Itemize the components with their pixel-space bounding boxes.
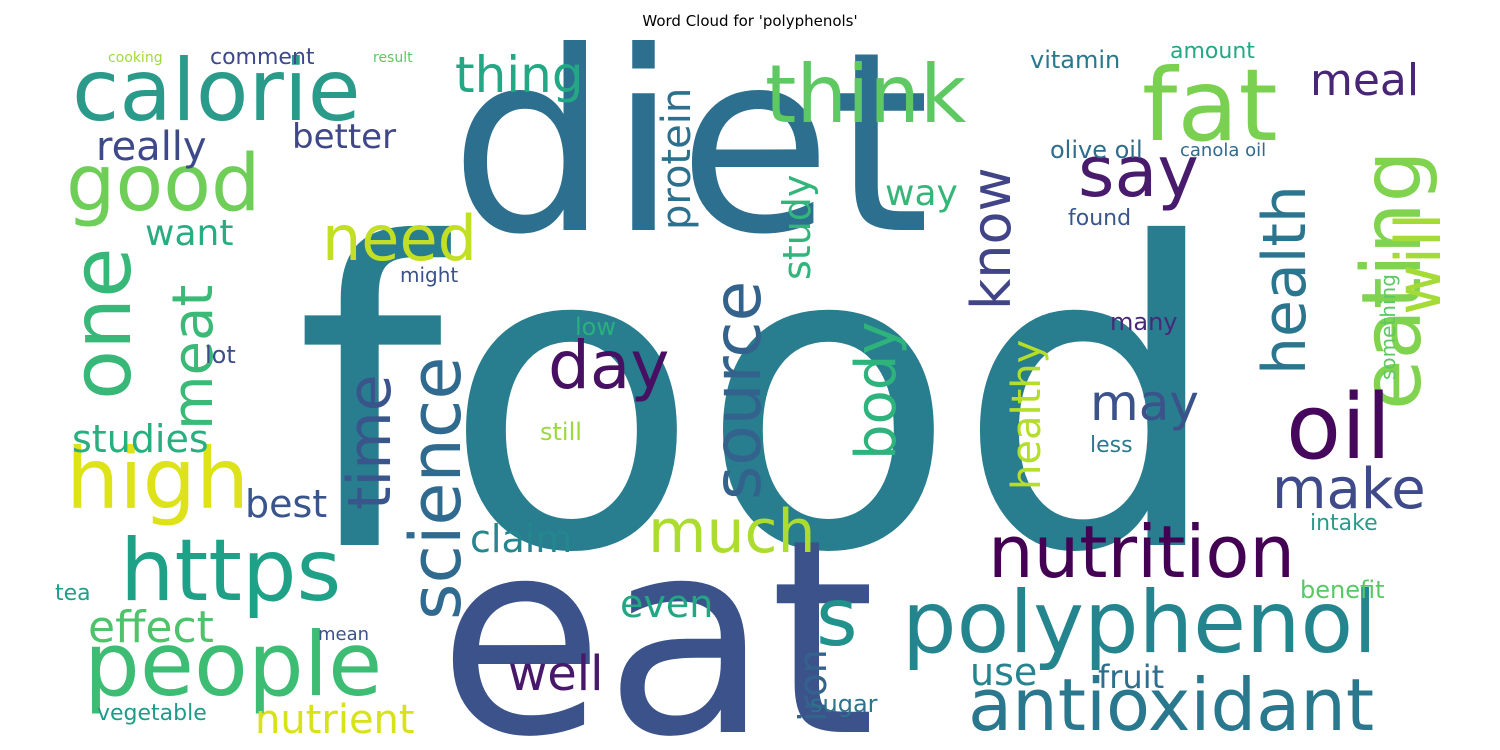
word-science: science <box>395 357 477 620</box>
word-diet: diet <box>450 0 930 289</box>
word-want: want <box>145 213 233 254</box>
word-effect: effect <box>88 602 214 653</box>
word-vegetable: vegetable <box>97 701 207 726</box>
word-olive-oil: olive oil <box>1050 136 1143 164</box>
word-time: time <box>335 374 405 510</box>
word-health: health <box>1250 185 1320 375</box>
word-comment: comment <box>210 45 315 70</box>
word-claim: claim <box>470 517 572 561</box>
word-one: one <box>55 247 150 400</box>
word-really: really <box>96 124 207 170</box>
word-eating: eating <box>1345 150 1440 410</box>
word-will: will <box>1382 213 1455 315</box>
word-nutrient: nutrient <box>255 697 415 743</box>
word-benefit: benefit <box>1300 576 1385 604</box>
word-best: best <box>245 482 327 526</box>
word-https: https <box>120 521 341 621</box>
word-much: much <box>648 497 816 567</box>
word-found: found <box>1068 206 1131 231</box>
word-something: something <box>1376 274 1400 380</box>
word-might: might <box>400 263 458 287</box>
word-healthy: healthy <box>1004 340 1050 490</box>
word-thing: thing <box>455 46 584 104</box>
word-fat: fat <box>1142 47 1278 164</box>
word-antioxidant: antioxidant <box>968 663 1374 747</box>
word-tea: tea <box>55 581 91 606</box>
word-calorie: calorie <box>72 41 361 141</box>
word-make: make <box>1272 457 1426 522</box>
word-source: source <box>699 281 776 500</box>
word-well: well <box>508 646 603 702</box>
word-canola-oil: canola oil <box>1180 140 1266 161</box>
word-think: think <box>765 48 967 141</box>
word-meal: meal <box>1310 55 1419 106</box>
word-people: people <box>84 613 382 716</box>
word-may: may <box>1090 374 1199 432</box>
figure-title: Word Cloud for 'polyphenols' <box>642 12 858 30</box>
word-meat: meat <box>161 285 226 430</box>
word-better: better <box>292 117 396 157</box>
word-body: body <box>844 322 909 461</box>
word-eat: eat <box>438 481 875 750</box>
word-polyphenol: polyphenol <box>902 573 1377 673</box>
word-amount: amount <box>1170 39 1255 64</box>
word-low: low <box>575 313 616 341</box>
word-mean: mean <box>318 624 369 645</box>
word-know: know <box>960 167 1023 310</box>
word-studies: studies <box>72 417 209 461</box>
word-nutrition: nutrition <box>988 510 1295 594</box>
word-study: study <box>775 175 819 280</box>
word-iron: iron <box>791 649 835 722</box>
word-even: even <box>620 582 713 626</box>
word-still: still <box>540 418 582 446</box>
word-lot: lot <box>205 341 236 369</box>
word-oil: oil <box>1286 375 1391 480</box>
word-say: say <box>1078 131 1199 213</box>
word-way: way <box>885 173 958 214</box>
word-vitamin: vitamin <box>1030 46 1120 74</box>
word-many: many <box>1110 308 1178 336</box>
word-sugar: sugar <box>810 690 878 718</box>
word-high: high <box>66 430 249 528</box>
word-result: result <box>373 50 413 66</box>
word-need: need <box>322 202 477 275</box>
word-use: use <box>970 650 1037 694</box>
word-protein: protein <box>654 88 700 230</box>
word-cooking: cooking <box>108 50 163 66</box>
word-s: s <box>816 571 858 664</box>
word-intake: intake <box>1310 511 1378 536</box>
word-fruit: fruit <box>1098 658 1164 696</box>
word-food: food <box>295 156 1223 645</box>
word-less: less <box>1090 433 1133 458</box>
word-day: day <box>548 327 669 404</box>
word-good: good <box>66 139 260 229</box>
